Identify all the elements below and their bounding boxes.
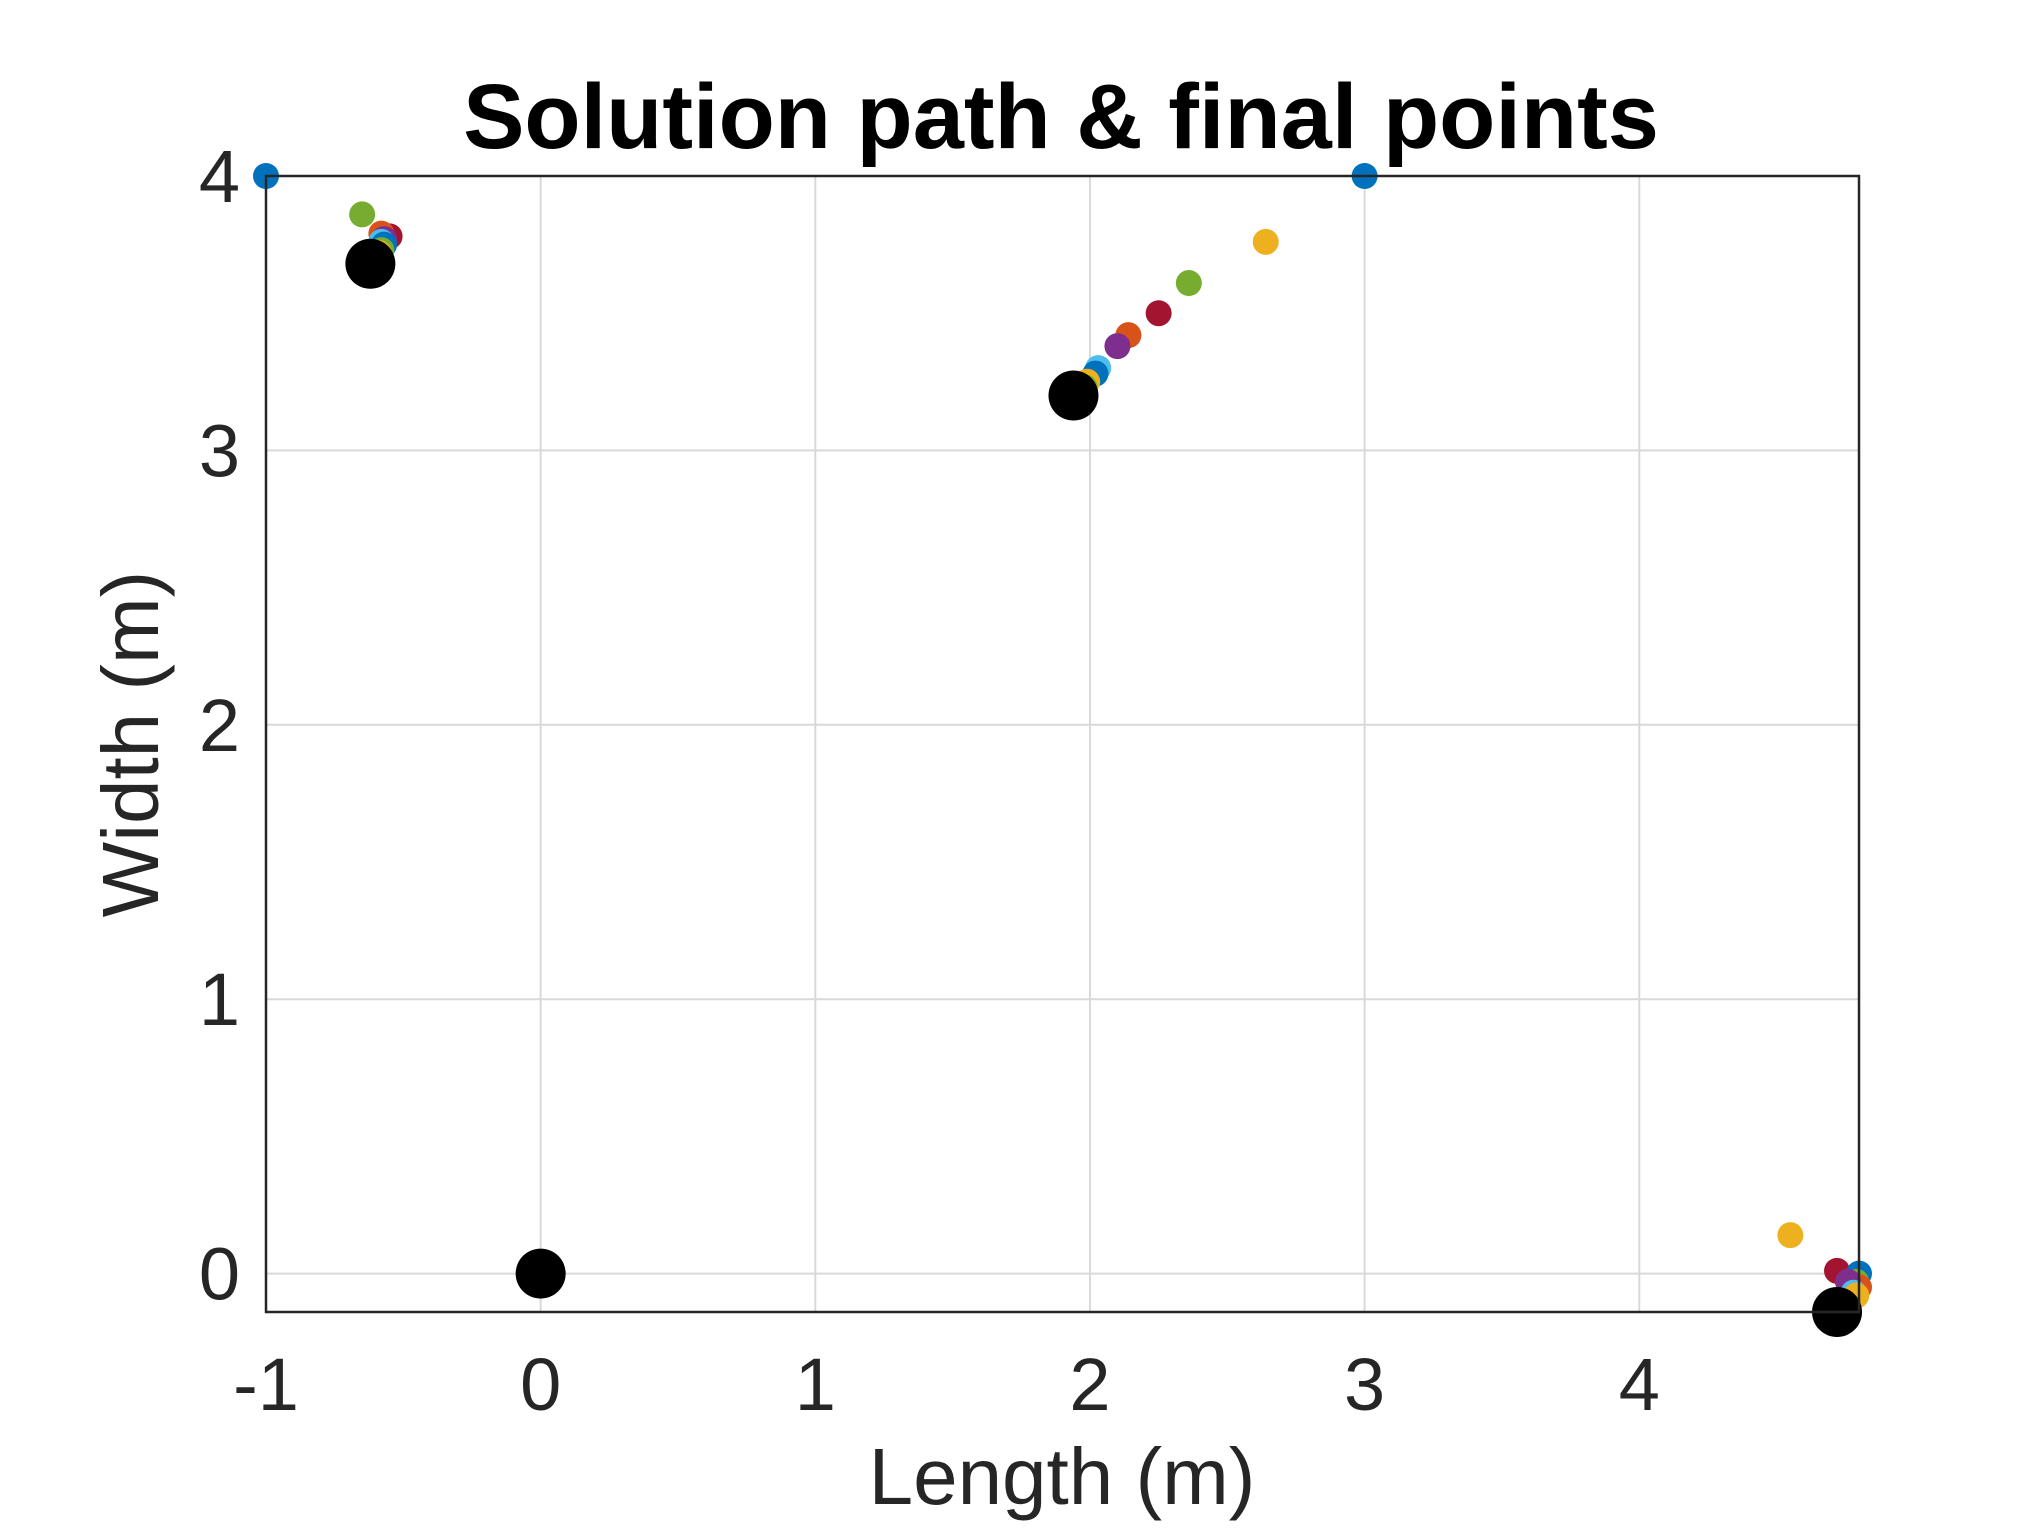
x-axis-label: Length (m) xyxy=(869,1432,1256,1521)
y-tick-label: 4 xyxy=(199,135,240,218)
y-tick-label: 0 xyxy=(199,1233,240,1316)
path-point xyxy=(1145,300,1172,327)
path-points xyxy=(253,163,1872,1309)
final-point xyxy=(515,1248,566,1299)
chart-title: Solution path & final points xyxy=(463,66,1659,168)
y-tick-label: 3 xyxy=(199,409,240,492)
x-tick-label: 4 xyxy=(1619,1343,1660,1426)
plot-frame xyxy=(264,174,1861,1314)
y-tick-labels: 0 1 2 3 4 xyxy=(199,135,240,1316)
y-tick-label: 1 xyxy=(199,958,240,1041)
y-tick-label: 2 xyxy=(199,684,240,767)
final-points xyxy=(345,238,1863,1337)
final-point xyxy=(1048,370,1099,421)
path-point xyxy=(1175,270,1202,297)
x-tick-labels: -1 0 1 2 3 4 xyxy=(233,1343,1660,1426)
final-point xyxy=(345,238,396,289)
x-tick-label: 0 xyxy=(520,1343,561,1426)
x-tick-label: 3 xyxy=(1344,1343,1385,1426)
y-axis-label: Width (m) xyxy=(86,571,175,918)
path-point xyxy=(1777,1222,1804,1249)
x-tick-label: 1 xyxy=(795,1343,836,1426)
grid-lines xyxy=(265,175,1859,1312)
path-point xyxy=(1252,228,1279,255)
x-tick-label: 2 xyxy=(1069,1343,1110,1426)
x-tick-label: -1 xyxy=(233,1343,299,1426)
path-point xyxy=(349,201,376,228)
path-point xyxy=(1104,333,1131,360)
